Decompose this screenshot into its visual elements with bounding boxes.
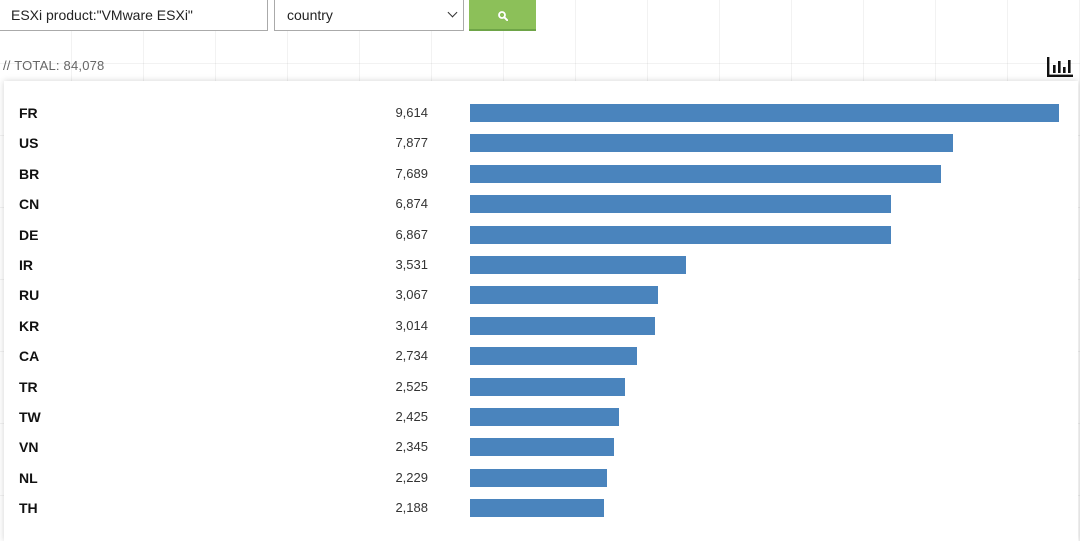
chart-bar[interactable]	[470, 438, 614, 457]
chart-row-label[interactable]: BR	[19, 165, 40, 182]
chart-bar[interactable]	[470, 225, 891, 244]
chart-row-label[interactable]: FR	[19, 105, 38, 121]
chart-bar[interactable]	[470, 195, 892, 214]
bar-chart-icon[interactable]	[1046, 56, 1074, 78]
chart-row: NL 2,229	[4, 464, 1078, 494]
chart-row-value: 3,067	[395, 287, 428, 303]
chart-bar[interactable]	[470, 468, 607, 487]
search-button[interactable]	[469, 0, 536, 31]
chart-row-value: 2,345	[395, 439, 428, 455]
chevron-down-icon	[447, 7, 458, 18]
chart-bar[interactable]	[470, 377, 625, 396]
country-chart: FR 9,614 US 7,877 BR 7,689 CN 6,874 DE 6,867 IR 3,5…	[4, 81, 1078, 541]
chart-bar[interactable]	[470, 164, 942, 183]
chart-row-value: 6,874	[395, 196, 428, 212]
chart-row: IR 3,531	[4, 251, 1078, 281]
search-input[interactable]	[0, 0, 268, 31]
chart-row-label[interactable]: US	[19, 135, 39, 152]
chart-row-value: 2,425	[395, 409, 428, 424]
chart-row-value: 7,689	[395, 165, 428, 181]
total-count: // TOTAL: 84,078	[3, 58, 105, 73]
chart-row-value: 2,525	[395, 378, 428, 394]
chart-row-value: 9,614	[395, 105, 428, 120]
chart-bar[interactable]	[470, 104, 1059, 122]
chart-row: VN 2,345	[4, 433, 1078, 463]
chart-row-value: 7,877	[395, 135, 428, 151]
chart-row-label[interactable]: NL	[19, 469, 38, 486]
search-icon	[498, 11, 508, 21]
chart-row: TW 2,425	[4, 403, 1078, 433]
chart-row-value: 3,014	[395, 317, 428, 333]
chart-row: CA 2,734	[4, 342, 1078, 372]
chart-row-label[interactable]: TW	[19, 409, 41, 425]
chart-bar[interactable]	[470, 316, 655, 335]
facet-select-value: country	[287, 7, 333, 23]
chart-row: KR 3,014	[4, 312, 1078, 342]
chart-row-label[interactable]: CA	[19, 348, 40, 365]
chart-bar[interactable]	[470, 286, 658, 305]
chart-bar[interactable]	[470, 256, 687, 274]
chart-row-value: 2,734	[395, 348, 428, 364]
chart-row-label[interactable]: VN	[19, 439, 39, 456]
chart-row: TR 2,525	[4, 373, 1078, 403]
chart-row-value: 2,229	[395, 469, 428, 485]
chart-row-label[interactable]: RU	[19, 287, 40, 304]
chart-row-value: 2,188	[395, 500, 428, 516]
chart-row-label[interactable]: CN	[19, 196, 40, 213]
chart-row-value: 6,867	[395, 226, 428, 242]
facet-select[interactable]: country	[274, 0, 464, 31]
chart-bar[interactable]	[470, 134, 953, 153]
chart-row-label[interactable]: DE	[19, 226, 39, 243]
chart-bar[interactable]	[470, 499, 605, 518]
chart-row-label[interactable]: TR	[19, 378, 38, 395]
chart-row-value: 3,531	[395, 257, 428, 272]
chart-row: BR 7,689	[4, 160, 1078, 190]
chart-row-label[interactable]: TH	[19, 500, 38, 517]
chart-row-label[interactable]: KR	[19, 317, 40, 334]
chart-bar[interactable]	[470, 347, 638, 366]
chart-row: CN 6,874	[4, 190, 1078, 220]
chart-row: TH 2,188	[4, 494, 1078, 524]
chart-row: DE 6,867	[4, 221, 1078, 251]
chart-row: FR 9,614	[4, 99, 1078, 129]
chart-row: RU 3,067	[4, 281, 1078, 311]
chart-bar[interactable]	[470, 408, 619, 426]
chart-row: US 7,877	[4, 129, 1078, 159]
chart-row-label[interactable]: IR	[19, 257, 33, 273]
